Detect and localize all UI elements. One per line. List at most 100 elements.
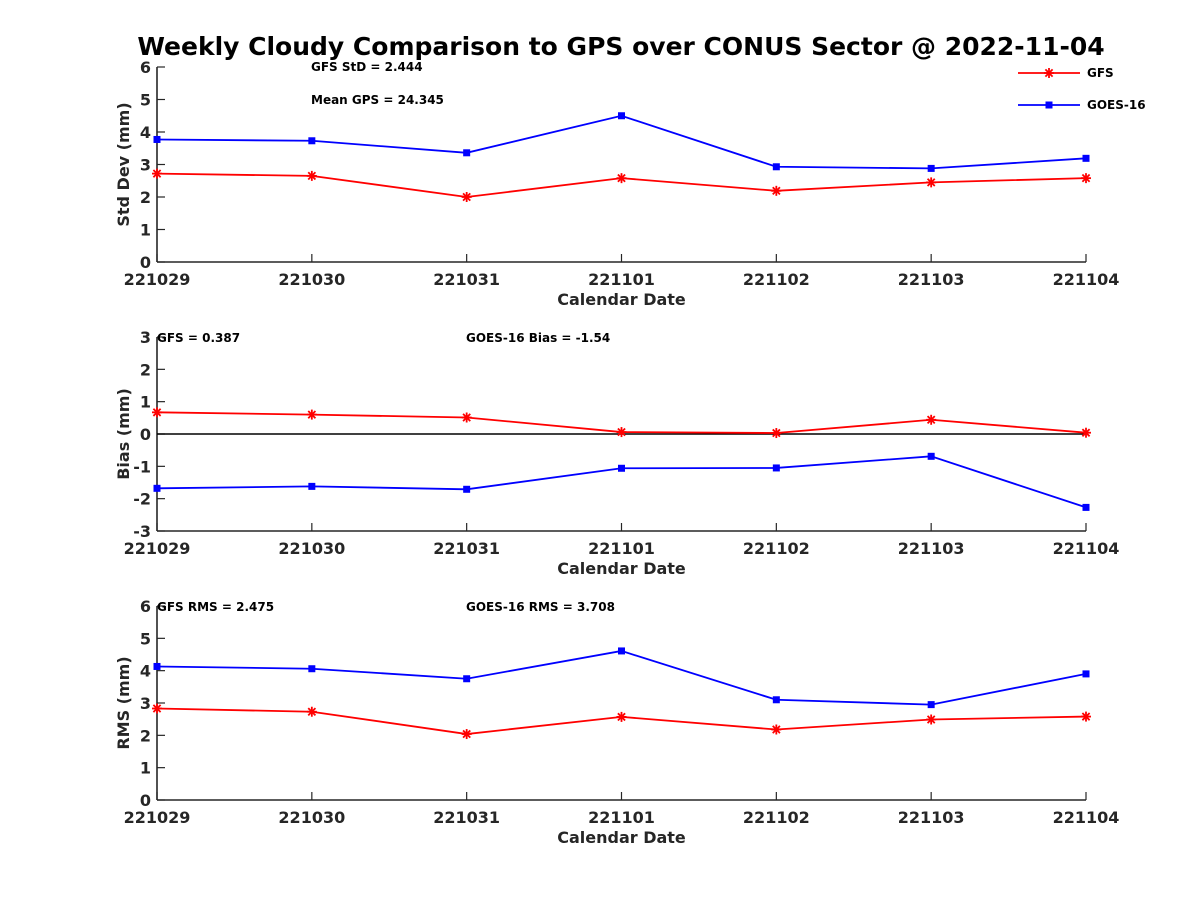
legend-label: GOES-16 <box>1087 98 1146 112</box>
data-point <box>463 675 471 683</box>
x-tick-label: 221030 <box>278 539 345 558</box>
y-tick-label: 1 <box>140 759 151 778</box>
data-point <box>461 729 472 740</box>
data-point <box>153 484 161 492</box>
data-point <box>153 135 161 143</box>
y-tick-label: 0 <box>140 253 151 272</box>
x-axis-label: Calendar Date <box>557 559 686 578</box>
data-point <box>927 701 935 709</box>
x-tick-label: 221103 <box>898 808 965 827</box>
y-tick-label: 1 <box>140 221 151 240</box>
y-tick-label: 2 <box>140 360 151 379</box>
y-axis-label: Std Dev (mm) <box>114 102 133 226</box>
y-tick-label: 6 <box>140 597 151 616</box>
x-tick-label: 221031 <box>433 270 500 289</box>
series-gfs <box>152 168 1091 202</box>
data-point <box>153 662 161 670</box>
data-point <box>926 177 937 188</box>
data-point <box>771 428 782 439</box>
x-tick-label: 221102 <box>743 808 810 827</box>
annotation: GOES-16 RMS = 3.708 <box>466 600 615 614</box>
x-tick-label: 221101 <box>588 270 655 289</box>
y-tick-label: 0 <box>140 425 151 444</box>
data-point <box>308 482 316 490</box>
y-tick-label: 0 <box>140 791 151 810</box>
legend-entry-gfs: GFS <box>1018 66 1114 80</box>
y-tick-label: 5 <box>140 629 151 648</box>
x-tick-label: 221030 <box>278 808 345 827</box>
annotation: Mean GPS = 24.345 <box>311 93 444 107</box>
series-goes-16 <box>153 112 1090 172</box>
data-point <box>927 452 935 460</box>
y-tick-label: -3 <box>133 522 151 541</box>
y-tick-label: 4 <box>140 123 151 142</box>
data-point <box>772 163 780 171</box>
panel-2: -3 -2 -1 0 1 2 3 221029 221030 221031 221101 221102… <box>114 328 1119 578</box>
x-axis-label: Calendar Date <box>557 828 686 847</box>
y-tick-label: 3 <box>140 694 151 713</box>
data-point <box>1081 711 1091 722</box>
x-tick-label: 221031 <box>433 539 500 558</box>
data-point <box>461 412 472 423</box>
x-tick-label: 221104 <box>1053 270 1120 289</box>
series-gfs <box>152 703 1091 740</box>
legend-marker <box>1045 101 1053 109</box>
x-tick-label: 221102 <box>743 539 810 558</box>
x-tick-label: 221101 <box>588 808 655 827</box>
y-tick-label: -2 <box>133 490 151 509</box>
data-point <box>927 164 935 172</box>
panel-1: 0 1 2 3 4 5 6 221029 221030 221031 221101 221102 221… <box>114 58 1119 309</box>
y-tick-label: 1 <box>140 393 151 412</box>
data-point <box>616 427 627 438</box>
series-line <box>156 455 1087 509</box>
data-point <box>616 173 627 184</box>
x-tick-label: 221104 <box>1053 539 1120 558</box>
y-axis-label: RMS (mm) <box>114 656 133 749</box>
data-point <box>308 665 316 673</box>
data-point <box>463 485 471 493</box>
data-point <box>926 414 937 425</box>
series-goes-16 <box>153 647 1090 709</box>
x-tick-label: 221029 <box>124 539 191 558</box>
series-goes-16 <box>153 452 1090 511</box>
annotation: GFS = 0.387 <box>157 331 240 345</box>
x-tick-label: 221030 <box>278 270 345 289</box>
legend-label: GFS <box>1087 66 1114 80</box>
data-point <box>152 168 162 179</box>
data-point <box>306 706 317 717</box>
data-point <box>463 149 471 157</box>
data-point <box>772 464 780 472</box>
data-point <box>306 170 317 181</box>
data-point <box>1081 427 1091 438</box>
legend-marker <box>1044 68 1054 78</box>
data-point <box>152 407 162 418</box>
panel-3: 0 1 2 3 4 5 6 221029 221030 221031 221101 221102 221… <box>114 597 1119 847</box>
data-point <box>771 724 782 735</box>
y-tick-label: 6 <box>140 58 151 77</box>
x-tick-label: 221103 <box>898 539 965 558</box>
legend: GFS GOES-16 <box>1018 66 1146 112</box>
data-point <box>461 192 472 202</box>
data-point <box>152 703 162 714</box>
x-axis-label: Calendar Date <box>557 290 686 309</box>
annotation: GOES-16 Bias = -1.54 <box>466 331 610 345</box>
legend-entry-goes-16: GOES-16 <box>1018 98 1146 112</box>
x-tick-label: 221029 <box>124 270 191 289</box>
x-tick-label: 221029 <box>124 808 191 827</box>
x-tick-label: 221104 <box>1053 808 1120 827</box>
y-tick-label: 2 <box>140 726 151 745</box>
series-line <box>156 650 1087 706</box>
data-point <box>926 714 937 725</box>
data-point <box>1082 154 1090 162</box>
data-point <box>771 185 782 196</box>
data-point <box>772 696 780 704</box>
annotation: GFS StD = 2.444 <box>311 60 423 74</box>
data-point <box>1082 670 1090 678</box>
data-point <box>1082 503 1090 511</box>
x-tick-label: 221102 <box>743 270 810 289</box>
data-point <box>1081 173 1091 184</box>
x-tick-label: 221103 <box>898 270 965 289</box>
x-tick-label: 221101 <box>588 539 655 558</box>
y-tick-label: 4 <box>140 662 151 681</box>
